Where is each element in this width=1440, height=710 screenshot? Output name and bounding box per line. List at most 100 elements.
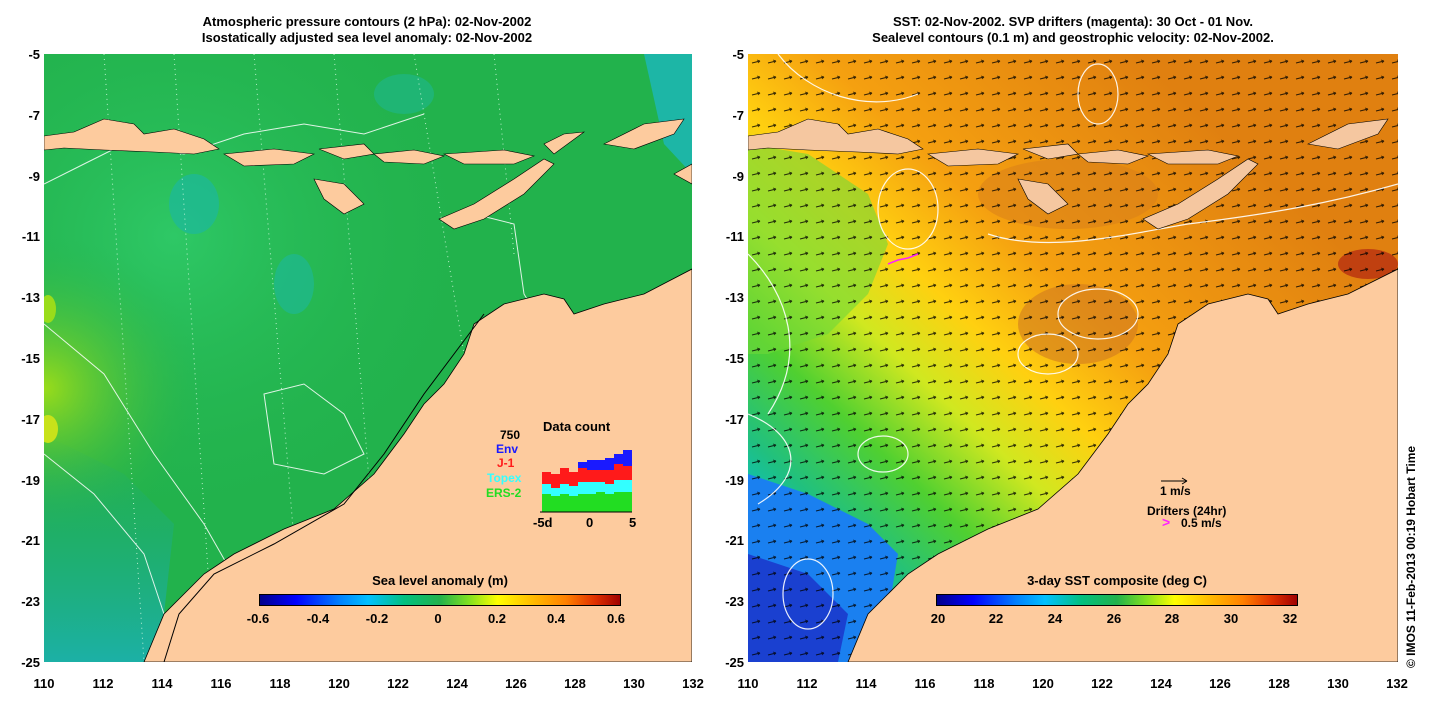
lat-tick-label: -17	[725, 411, 744, 427]
legend-ers2: ERS-2	[486, 486, 522, 500]
right-title: SST: 02-Nov-2002. SVP drifters (magenta)…	[748, 14, 1398, 46]
drifters-scale-label: 0.5 m/s	[1181, 516, 1222, 530]
left-title: Atmospheric pressure contours (2 hPa): 0…	[44, 14, 690, 46]
right-cbar-tick: 22	[988, 611, 1004, 626]
lat-tick-label: -5	[28, 47, 40, 62]
lat-tick-label: -13	[21, 290, 40, 306]
velocity-scale-label: 1 m/s	[1160, 484, 1191, 498]
data-count-bar-segment	[551, 474, 560, 488]
dc-tick-right: 5	[629, 515, 637, 530]
data-count-bar-segment	[614, 454, 623, 464]
data-count-bar-segment	[623, 450, 632, 466]
data-count-bar-segment	[587, 460, 596, 470]
lon-tick-label: 126	[505, 676, 527, 691]
lat-tick-label: -7	[28, 107, 40, 123]
data-count-bar-segment	[542, 494, 551, 512]
lon-tick-label: 124	[446, 676, 468, 691]
lat-tick-label: -9	[28, 168, 40, 184]
data-count-bar-segment	[614, 492, 623, 512]
data-count-bar-segment	[623, 480, 632, 492]
data-count-bar-segment	[578, 468, 587, 482]
data-count-bar-segment	[605, 494, 614, 512]
lon-tick-label: 132	[682, 676, 704, 691]
lon-tick-label: 124	[1150, 676, 1172, 691]
data-count-bar-segment	[596, 482, 605, 492]
data-count-bar-segment	[551, 488, 560, 496]
lon-tick-label: 114	[151, 676, 173, 691]
right-title-line2: Sealevel contours (0.1 m) and geostrophi…	[872, 30, 1274, 45]
dc-tick-left: -5d	[533, 515, 553, 530]
data-count-bar-segment	[605, 484, 614, 494]
data-count-bar-segment	[578, 494, 587, 512]
right-cbar-tick: 20	[930, 611, 946, 626]
left-colorbar-title: Sea level anomaly (m)	[372, 573, 508, 588]
right-map[interactable]	[748, 54, 1398, 662]
left-cbar-tick: 0.2	[487, 611, 507, 626]
lon-tick-label: 112	[796, 676, 818, 691]
data-count-bar-segment	[569, 472, 578, 486]
left-cbar-tick: -0.4	[306, 611, 330, 626]
data-count-bar-segment	[596, 460, 605, 470]
lon-tick-label: 112	[92, 676, 114, 691]
lat-tick-label: -17	[21, 411, 40, 427]
data-count-bar-segment	[623, 466, 632, 480]
right-cbar-tick: 30	[1223, 611, 1239, 626]
lon-tick-label: 122	[387, 676, 409, 691]
data-count-bar-segment	[560, 494, 569, 512]
data-count-bar-segment	[551, 496, 560, 512]
lon-tick-label: 110	[33, 676, 55, 691]
left-cbar-tick: 0	[434, 611, 442, 626]
data-count-bar-segment	[605, 470, 614, 484]
data-count-bar-segment	[614, 480, 623, 492]
lat-tick-label: -23	[21, 594, 40, 610]
data-count-bar-segment	[578, 482, 587, 494]
lon-tick-label: 126	[1209, 676, 1231, 691]
right-cbar-tick: 28	[1164, 611, 1180, 626]
lon-tick-label: 118	[269, 676, 291, 691]
data-count-bar-segment	[569, 486, 578, 496]
data-count-bar-segment	[596, 492, 605, 512]
right-colorbar-title: 3-day SST composite (deg C)	[1027, 573, 1207, 588]
lat-tick-label: -21	[725, 533, 744, 549]
lon-tick-label: 110	[737, 676, 759, 691]
lat-tick-label: -9	[732, 168, 744, 184]
data-count-bar-segment	[587, 494, 596, 512]
lon-tick-label: 132	[1386, 676, 1408, 691]
data-count-bar-segment	[542, 472, 551, 484]
left-cbar-tick: -0.2	[365, 611, 389, 626]
left-title-line1: Atmospheric pressure contours (2 hPa): 0…	[202, 14, 532, 29]
dc-tick-mid: 0	[586, 515, 594, 530]
lat-tick-label: -21	[21, 533, 40, 549]
right-title-line1: SST: 02-Nov-2002. SVP drifters (magenta)…	[892, 14, 1254, 29]
left-title-line2: Isostatically adjusted sea level anomaly…	[201, 30, 533, 45]
data-count-bar-segment	[542, 484, 551, 494]
right-colorbar	[936, 594, 1298, 606]
data-count-bar-segment	[596, 470, 605, 482]
velocity-scale-arrow	[1161, 477, 1188, 485]
right-cbar-tick: 32	[1282, 611, 1298, 626]
lon-tick-label: 130	[1327, 676, 1349, 691]
copyright-text: © IMOS 11-Feb-2013 00:19 Hobart Time	[1404, 445, 1418, 668]
lon-tick-label: 114	[855, 676, 877, 691]
lat-tick-label: -7	[732, 107, 744, 123]
lat-tick-label: -11	[725, 229, 744, 245]
data-count-bar-segment	[560, 468, 569, 484]
right-cbar-tick: 26	[1106, 611, 1122, 626]
legend-j1: J-1	[497, 456, 515, 470]
data-count-bar-segment	[560, 484, 569, 494]
data-count-bar-segment	[587, 470, 596, 482]
data-count-bar-segment	[587, 482, 596, 494]
data-count-bars	[540, 450, 632, 513]
left-cbar-tick: -0.6	[246, 611, 270, 626]
lat-tick-label: -25	[21, 655, 40, 670]
data-count-bar-segment	[569, 496, 578, 512]
left-cbar-tick: 0.6	[606, 611, 626, 626]
left-map[interactable]	[44, 54, 692, 662]
drifter-scale-icon: >	[1162, 514, 1171, 530]
lon-tick-label: 130	[623, 676, 645, 691]
lon-tick-label: 116	[914, 676, 936, 691]
data-count-bar-segment	[614, 464, 623, 480]
lon-tick-label: 122	[1091, 676, 1113, 691]
right-cbar-tick: 24	[1047, 611, 1063, 626]
legend-env: Env	[496, 442, 519, 456]
